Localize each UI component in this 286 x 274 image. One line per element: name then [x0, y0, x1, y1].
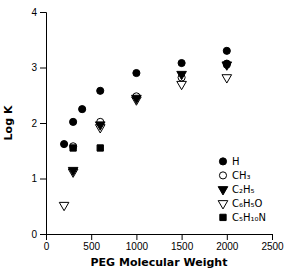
- plot: 0 500 1000 1500 2000 2500 0 1 2 3 4 H CH₃ C₂H₅ C₆H₅O C₅…: [31, 7, 284, 252]
- legend-label: CH₃: [232, 170, 251, 181]
- tick-mark: [136, 234, 137, 240]
- tick-label: 0: [44, 241, 50, 252]
- tick-label: 1: [31, 173, 37, 184]
- point: [177, 81, 187, 89]
- tick-label: 2: [31, 118, 37, 129]
- point: [97, 145, 103, 151]
- points: [59, 47, 231, 210]
- y-axis: 0 1 2 3 4: [31, 7, 46, 240]
- legend-marker: [220, 214, 226, 220]
- series: [70, 61, 231, 150]
- tick: 500: [83, 234, 100, 252]
- point: [133, 69, 140, 76]
- tick-mark: [91, 234, 92, 240]
- tick-label: 3: [31, 62, 37, 73]
- legend-marker: [218, 201, 228, 209]
- tick: 2: [31, 118, 46, 129]
- tick-label: 2000: [216, 241, 239, 252]
- legend-item: H: [219, 156, 239, 167]
- point: [222, 62, 232, 70]
- legend-marker: [218, 187, 228, 195]
- legend-label: C₅H₁₀N: [232, 212, 266, 223]
- x-axis: 0 500 1000 1500 2000 2500: [44, 234, 284, 252]
- point: [178, 59, 185, 66]
- legend: H CH₃ C₂H₅ C₆H₅O C₅H₁₀N: [218, 156, 266, 223]
- axis-line: [47, 235, 273, 241]
- tick-mark: [40, 68, 46, 69]
- tick: 1000: [126, 234, 149, 252]
- point: [97, 87, 104, 94]
- legend-item: C₅H₁₀N: [220, 212, 266, 223]
- series: [59, 75, 231, 211]
- point: [61, 141, 68, 148]
- axis-line: [40, 13, 47, 235]
- legend-marker: [219, 172, 226, 179]
- legend-marker: [219, 158, 226, 165]
- tick-label: 4: [31, 7, 37, 18]
- legend-label: C₆H₅O: [232, 198, 263, 209]
- tick: 0: [44, 234, 50, 252]
- tick-label: 2500: [261, 241, 284, 252]
- tick-mark: [40, 179, 46, 180]
- point: [95, 125, 105, 133]
- tick: 1: [31, 173, 46, 184]
- series: [70, 145, 103, 151]
- point: [223, 47, 230, 54]
- legend-label: H: [232, 156, 240, 167]
- point: [70, 145, 76, 151]
- point: [70, 118, 77, 125]
- tick: 4: [31, 7, 46, 18]
- tick-mark: [40, 234, 46, 235]
- tick-label: 1500: [171, 241, 194, 252]
- x-axis-title: PEG Molecular Weight: [91, 256, 228, 269]
- point: [132, 97, 142, 105]
- tick: 2000: [216, 234, 239, 252]
- point: [68, 169, 78, 177]
- tick-mark: [227, 234, 228, 240]
- legend-item: CH₃: [219, 170, 250, 181]
- tick-label: 500: [83, 241, 100, 252]
- tick-label: 1000: [126, 241, 149, 252]
- tick: 2500: [261, 234, 284, 252]
- legend-item: C₆H₅O: [218, 198, 262, 209]
- point: [222, 75, 232, 83]
- point: [177, 71, 187, 79]
- point: [59, 202, 69, 210]
- legend-item: C₂H₅: [218, 184, 254, 195]
- tick: 3: [31, 62, 46, 73]
- tick-label: 0: [31, 229, 37, 240]
- tick-mark: [182, 234, 183, 240]
- tick-mark: [40, 123, 46, 124]
- series: [68, 62, 231, 176]
- legend-label: C₂H₅: [232, 184, 255, 195]
- point: [95, 122, 105, 130]
- tick-mark: [272, 234, 273, 240]
- tick: 1500: [171, 234, 194, 252]
- series: [61, 47, 231, 147]
- point: [79, 106, 86, 113]
- y-axis-title: Log K: [2, 105, 15, 140]
- tick-mark: [40, 12, 46, 13]
- tick: 0: [31, 229, 46, 240]
- chart: 0 500 1000 1500 2000 2500 0 1 2 3 4 H CH₃ C₂H₅ C₆H₅O C₅…: [0, 0, 286, 274]
